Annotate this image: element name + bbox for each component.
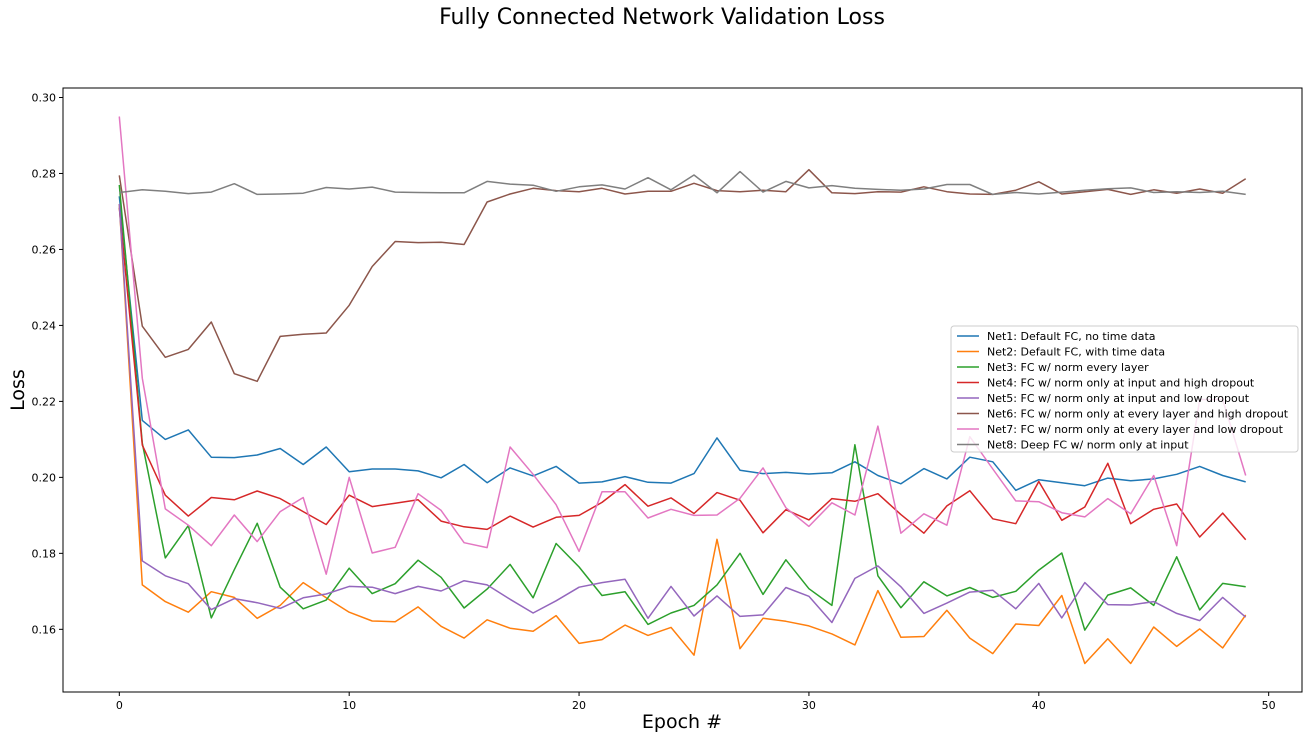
y-tick-label: 0.24 (32, 319, 57, 332)
x-axis: 0 10 20 30 40 50 (116, 692, 1276, 712)
legend-label: Net2: Default FC, with time data (987, 346, 1165, 359)
y-tick-label: 0.30 (32, 91, 57, 104)
x-axis-label: Epoch # (642, 711, 722, 733)
x-tick-label: 50 (1262, 699, 1276, 712)
series-line-net4 (118, 207, 1247, 541)
x-tick-label: 40 (1032, 699, 1046, 712)
legend: Net1: Default FC, no time data Net2: Defa… (950, 325, 1299, 453)
legend-label: Net5: FC w/ norm only at input and low d… (987, 392, 1250, 405)
y-tick-label: 0.16 (32, 623, 57, 636)
y-tick-label: 0.18 (32, 547, 57, 560)
chart-title: Fully Connected Network Validation Loss (439, 5, 885, 30)
x-tick-label: 30 (802, 699, 816, 712)
series-line-net5 (118, 203, 1247, 624)
series-line-net1 (118, 196, 1246, 492)
series-line-net7 (118, 116, 1247, 575)
y-tick-label: 0.28 (32, 167, 57, 180)
legend-box (950, 325, 1299, 453)
y-tick-label: 0.22 (32, 395, 57, 408)
series-line-net2 (118, 203, 1247, 665)
y-tick-label: 0.26 (32, 243, 57, 256)
legend-label: Net7: FC w/ norm only at every layer and… (987, 423, 1284, 436)
y-tick-label: 0.20 (32, 471, 57, 484)
series-lines (118, 116, 1247, 665)
x-tick-label: 20 (572, 699, 586, 712)
plot-area (62, 87, 1303, 693)
series-line-net3 (118, 184, 1246, 631)
legend-label: Net8: Deep FC w/ norm only at input (987, 439, 1189, 452)
series-line-net8 (119, 170, 1246, 196)
y-axis: 0.16 0.18 0.20 0.22 0.24 0.26 0.28 0.30 (32, 91, 63, 636)
legend-label: Net1: Default FC, no time data (987, 330, 1156, 343)
legend-label: Net3: FC w/ norm every layer (987, 361, 1149, 374)
y-axis-label: Loss (7, 369, 29, 411)
x-tick-label: 10 (342, 699, 356, 712)
x-tick-label: 0 (116, 699, 123, 712)
legend-label: Net6: FC w/ norm only at every layer and… (987, 408, 1289, 421)
legend-label: Net4: FC w/ norm only at input and high … (987, 377, 1255, 390)
